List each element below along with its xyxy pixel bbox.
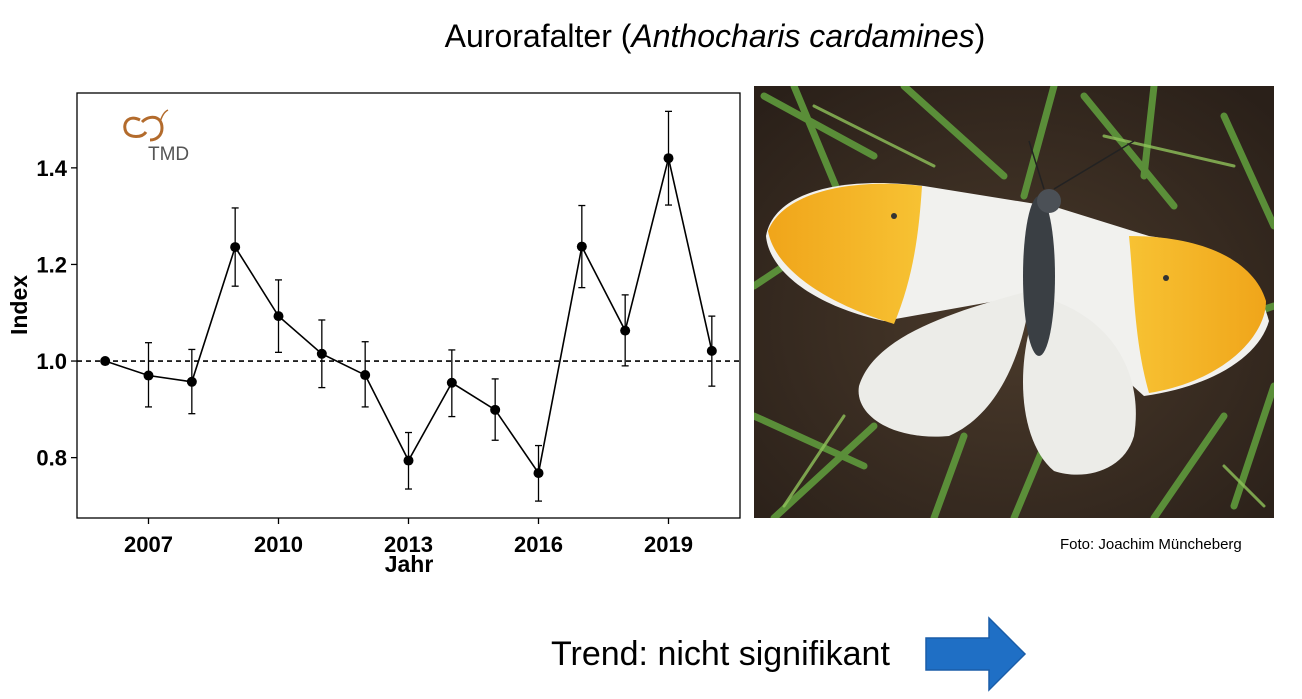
data-point (316, 348, 327, 359)
data-point (663, 153, 674, 164)
photo-credit: Foto: Joachim Müncheberg (1060, 536, 1242, 553)
data-point (576, 241, 587, 252)
data-point (446, 377, 457, 388)
data-point (100, 356, 111, 367)
x-tick-label: 2013 (384, 532, 433, 557)
page-title: Aurorafalter (Anthocharis cardamines) (444, 18, 986, 54)
y-axis-ticks: 0.8 1.0 1.2 1.4 (36, 156, 77, 471)
data-point (143, 370, 154, 381)
data-point (273, 311, 284, 322)
x-axis-title: Jahr (385, 551, 434, 577)
y-tick-label: 1.0 (36, 349, 67, 374)
title-scientific-name: Anthocharis cardamines (631, 18, 975, 54)
x-tick-label: 2019 (644, 532, 693, 557)
x-tick-label: 2016 (514, 532, 563, 557)
trend-arrow-right-icon (925, 616, 1027, 692)
index-chart: 0.8 1.0 1.2 1.4 2007 2010 2013 2016 2019 Jahr I… (6, 92, 741, 577)
y-tick-label: 1.4 (36, 156, 67, 181)
data-point (620, 325, 631, 336)
antenna-icon (159, 109, 169, 123)
data-points (100, 153, 717, 479)
butterfly-photo (754, 86, 1274, 518)
data-point (490, 404, 501, 415)
y-axis-title: Index (6, 275, 32, 335)
data-point (706, 345, 717, 356)
data-point (360, 370, 371, 381)
butterfly-logo-icon (123, 115, 164, 142)
title-common-name: Aurorafalter (444, 18, 612, 54)
y-tick-label: 0.8 (36, 446, 67, 471)
data-point (230, 242, 241, 253)
butterfly-image (754, 86, 1274, 518)
x-tick-label: 2007 (124, 532, 173, 557)
data-point (403, 455, 414, 466)
tmd-logo: TMD (123, 109, 189, 165)
x-tick-label: 2010 (254, 532, 303, 557)
y-tick-label: 1.2 (36, 252, 67, 277)
data-point (533, 468, 544, 479)
trend-label: Trend: nicht signifikant (551, 635, 890, 673)
data-point (186, 376, 197, 387)
x-axis-ticks: 2007 2010 2013 2016 2019 (124, 518, 693, 557)
logo-text: TMD (148, 144, 189, 165)
